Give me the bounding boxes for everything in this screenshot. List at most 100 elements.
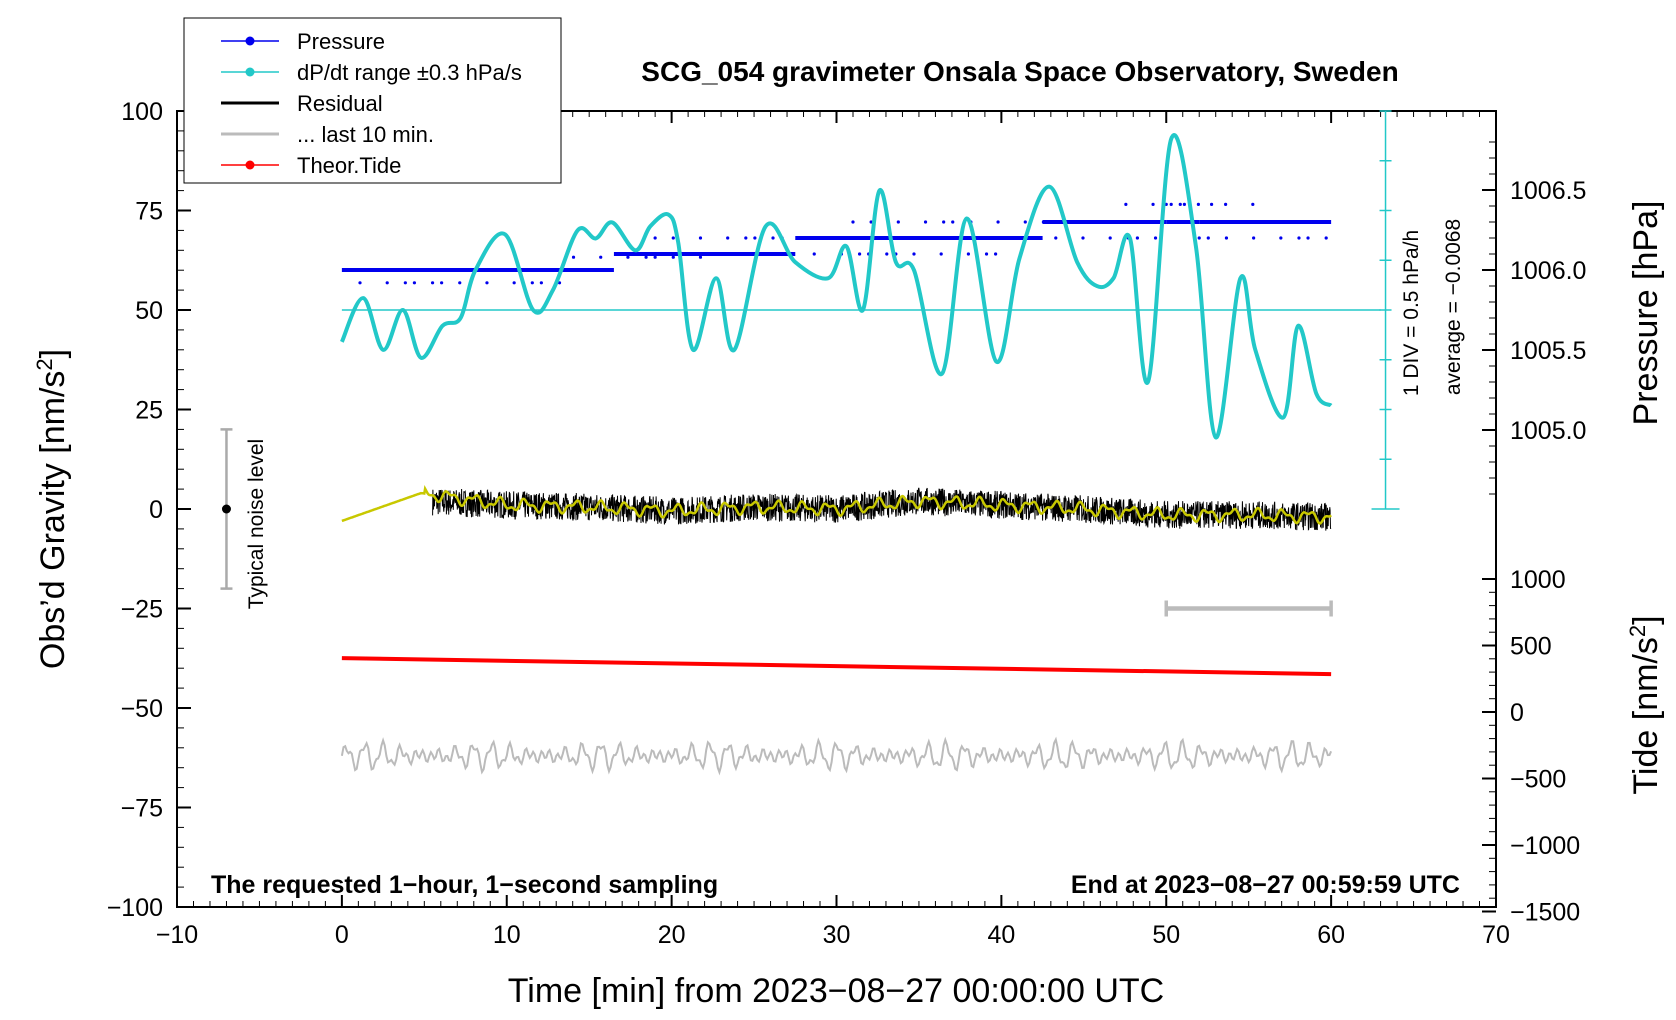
x-tick-label: 70 bbox=[1482, 921, 1510, 949]
y-tick-label: −75 bbox=[121, 795, 163, 823]
pressure-dot bbox=[966, 252, 971, 256]
pressure-dot bbox=[1036, 236, 1040, 240]
pressure-tick-label: 1005.5 bbox=[1510, 337, 1586, 365]
x-tick-label: 30 bbox=[823, 921, 851, 949]
last10-series-line bbox=[340, 736, 1333, 776]
pressure-dot bbox=[1209, 202, 1214, 206]
pressure-dot bbox=[1081, 236, 1085, 240]
pressure-dot bbox=[430, 281, 435, 285]
pressure-dot bbox=[1197, 236, 1201, 240]
pressure-dot bbox=[671, 255, 675, 259]
pressure-dot bbox=[812, 252, 816, 256]
pressure-dot bbox=[939, 252, 943, 256]
pressure-dot bbox=[1041, 220, 1046, 224]
pressure-dot bbox=[1050, 220, 1055, 224]
pressure-dot bbox=[412, 281, 417, 285]
x-tick-label: −10 bbox=[156, 921, 198, 949]
y-axis-label-tide: Tide [nm/s2] bbox=[1625, 615, 1666, 794]
pressure-dot bbox=[653, 255, 657, 259]
pressure-dot bbox=[1252, 236, 1256, 240]
pressure-dot bbox=[1151, 202, 1155, 206]
x-tick-label: 10 bbox=[493, 921, 521, 949]
note-sampling: The requested 1−hour, 1−second sampling bbox=[211, 871, 718, 899]
noise-bar-dot bbox=[221, 504, 231, 514]
pressure-dot bbox=[885, 252, 889, 256]
pressure-dot bbox=[942, 220, 946, 224]
tide-tick-label: 500 bbox=[1510, 633, 1552, 661]
series-layer bbox=[220, 110, 1400, 776]
y-axis-label-pressure: Pressure [hPa] bbox=[1627, 201, 1665, 426]
pressure-dot bbox=[485, 281, 489, 285]
y-axis-label-gravity-sup: 2 bbox=[32, 358, 57, 370]
pressure-dot bbox=[1196, 202, 1201, 206]
y-axis-label-tide-sup: 2 bbox=[1625, 625, 1650, 637]
pressure-dot bbox=[1306, 236, 1310, 240]
x-axis-ticks: −10 0 10 20 30 40 50 60 70 bbox=[156, 111, 1510, 949]
y-tick-label: 0 bbox=[149, 496, 163, 524]
pressure-dot bbox=[1224, 236, 1229, 240]
y-axis-label-gravity: Obs’d Gravity [nm/s2] bbox=[32, 349, 73, 669]
pressure-dot bbox=[1279, 236, 1283, 240]
pressure-dot bbox=[999, 236, 1003, 240]
y-tick-label: −50 bbox=[121, 695, 163, 723]
pressure-dot bbox=[1054, 236, 1058, 240]
pressure-axis-ticks: 1006.5 1006.0 1005.5 1005.0 bbox=[1482, 141, 1586, 495]
y-tick-label: −100 bbox=[107, 894, 163, 922]
pressure-dot bbox=[1178, 202, 1182, 206]
legend-marker bbox=[245, 67, 255, 77]
tide-tick-label: −500 bbox=[1510, 766, 1566, 794]
pressure-dot bbox=[358, 281, 362, 285]
pressure-dot bbox=[1206, 236, 1210, 240]
pressure-dot bbox=[1224, 202, 1228, 206]
pressure-dot bbox=[1169, 202, 1173, 206]
y-tick-label: 25 bbox=[135, 397, 163, 425]
pressure-dot bbox=[1023, 220, 1027, 224]
residual-smoothed-line bbox=[341, 484, 1332, 525]
y-axis-label-gravity-text: Obs’d Gravity [nm/s bbox=[34, 371, 72, 670]
legend-label: ... last 10 min. bbox=[297, 122, 434, 147]
pressure-dot bbox=[753, 236, 757, 240]
legend-marker bbox=[245, 160, 255, 170]
pressure-dot bbox=[1108, 236, 1112, 240]
pressure-tick-label: 1006.0 bbox=[1510, 257, 1586, 285]
x-tick-label: 60 bbox=[1317, 921, 1345, 949]
pressure-dot bbox=[869, 220, 873, 224]
pressure-dot bbox=[571, 255, 576, 259]
pressure-dot bbox=[912, 252, 916, 256]
pressure-dot bbox=[1324, 236, 1328, 240]
pressure-dot bbox=[440, 281, 444, 285]
pressure-tick-label: 1006.5 bbox=[1510, 177, 1586, 205]
pressure-dot bbox=[698, 255, 703, 259]
y-axis-label-tide-text: Tide [nm/s bbox=[1627, 637, 1665, 794]
chart-title: SCG_054 gravimeter Onsala Space Observat… bbox=[641, 56, 1398, 87]
x-axis-label: Time [min] from 2023−08−27 00:00:00 UTC bbox=[508, 972, 1164, 1010]
pressure-dot bbox=[698, 236, 703, 240]
y-tick-label: 75 bbox=[135, 198, 163, 226]
pressure-dot bbox=[851, 220, 855, 224]
pressure-dot bbox=[1297, 236, 1301, 240]
pressure-dot bbox=[744, 236, 748, 240]
y-tick-label: −25 bbox=[121, 596, 163, 624]
pressure-dot bbox=[857, 252, 862, 256]
x-tick-label: 0 bbox=[335, 921, 349, 949]
pressure-dot bbox=[403, 281, 407, 285]
dpdt-series-line bbox=[340, 133, 1333, 440]
pressure-dot bbox=[996, 220, 1000, 224]
pressure-tick-label: 1005.0 bbox=[1510, 417, 1586, 445]
pressure-dot bbox=[1251, 202, 1255, 206]
pressure-dot bbox=[530, 281, 534, 285]
pressure-dot bbox=[599, 255, 603, 259]
y-axis-label-gravity-end: ] bbox=[34, 349, 72, 358]
pressure-dot bbox=[458, 281, 462, 285]
dpdt-scale-label: 1 DIV = 0.5 hPa/h bbox=[1400, 230, 1423, 396]
tide-tick-label: −1500 bbox=[1510, 899, 1580, 927]
pressure-dot bbox=[726, 236, 730, 240]
legend-label: dP/dt range ±0.3 hPa/s bbox=[297, 60, 522, 85]
pressure-dot bbox=[1153, 236, 1158, 240]
legend-label: Pressure bbox=[297, 29, 385, 54]
x-tick-label: 20 bbox=[658, 921, 686, 949]
pressure-dot bbox=[385, 281, 389, 285]
legend-box bbox=[183, 17, 562, 184]
pressure-dot bbox=[1182, 202, 1186, 206]
